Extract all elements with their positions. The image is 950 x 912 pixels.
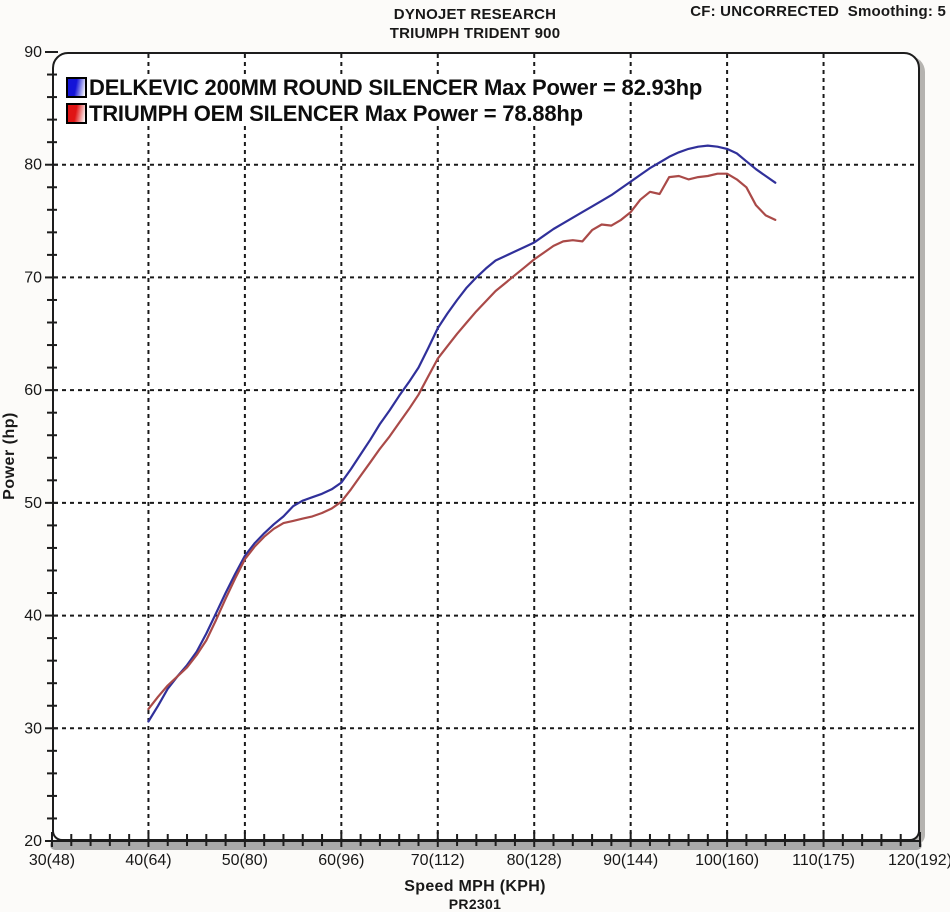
y-tick-label: 80 — [24, 157, 42, 174]
x-tick-label: 110(175) — [792, 852, 855, 869]
y-tick-label: 70 — [24, 269, 42, 286]
x-axis-title: Speed MPH (KPH) — [404, 878, 546, 895]
y-tick-label: 90 — [24, 44, 42, 61]
legend-row-delkevic: DELKEVIC 200MM ROUND SILENCER Max Power … — [66, 75, 702, 100]
x-tick-label: 30(48) — [29, 852, 75, 869]
legend-label-delkevic: DELKEVIC 200MM ROUND SILENCER Max Power … — [89, 75, 703, 100]
legend-label-oem: TRIUMPH OEM SILENCER Max Power = 78.88hp — [89, 101, 583, 126]
chart-title-line1: DYNOJET RESEARCH — [393, 6, 557, 23]
y-axis-title: Power (hp) — [1, 412, 18, 500]
x-tick-label: 50(80) — [222, 852, 268, 869]
legend-swatch-red — [66, 103, 87, 124]
x-tick-label: 60(96) — [318, 852, 364, 869]
run-id-label: PR2301 — [448, 896, 502, 912]
plot-frame — [52, 52, 920, 841]
y-tick-label: 40 — [24, 608, 42, 625]
chart-title-block: DYNOJET RESEARCH TRIUMPH TRIDENT 900 — [0, 5, 950, 43]
correction-smoothing-label: CF: UNCORRECTED Smoothing: 5 — [690, 3, 946, 20]
legend-row-oem: TRIUMPH OEM SILENCER Max Power = 78.88hp — [66, 101, 702, 126]
y-tick-label: 30 — [24, 720, 42, 737]
y-tick-label: 20 — [24, 833, 42, 850]
legend: DELKEVIC 200MM ROUND SILENCER Max Power … — [66, 75, 702, 126]
x-tick-label: 100(160) — [695, 852, 759, 869]
x-tick-label: 120(192) — [888, 852, 950, 869]
x-tick-label: 70(112) — [411, 852, 465, 869]
x-tick-label: 90(144) — [603, 852, 658, 869]
x-tick-label: 40(64) — [125, 852, 171, 869]
chart-title-line2: TRIUMPH TRIDENT 900 — [389, 25, 561, 42]
legend-swatch-blue — [66, 77, 87, 98]
y-tick-label: 60 — [24, 382, 42, 399]
y-tick-label: 50 — [24, 495, 42, 512]
x-tick-label: 80(128) — [507, 852, 562, 869]
x-axis-bar — [50, 840, 922, 850]
